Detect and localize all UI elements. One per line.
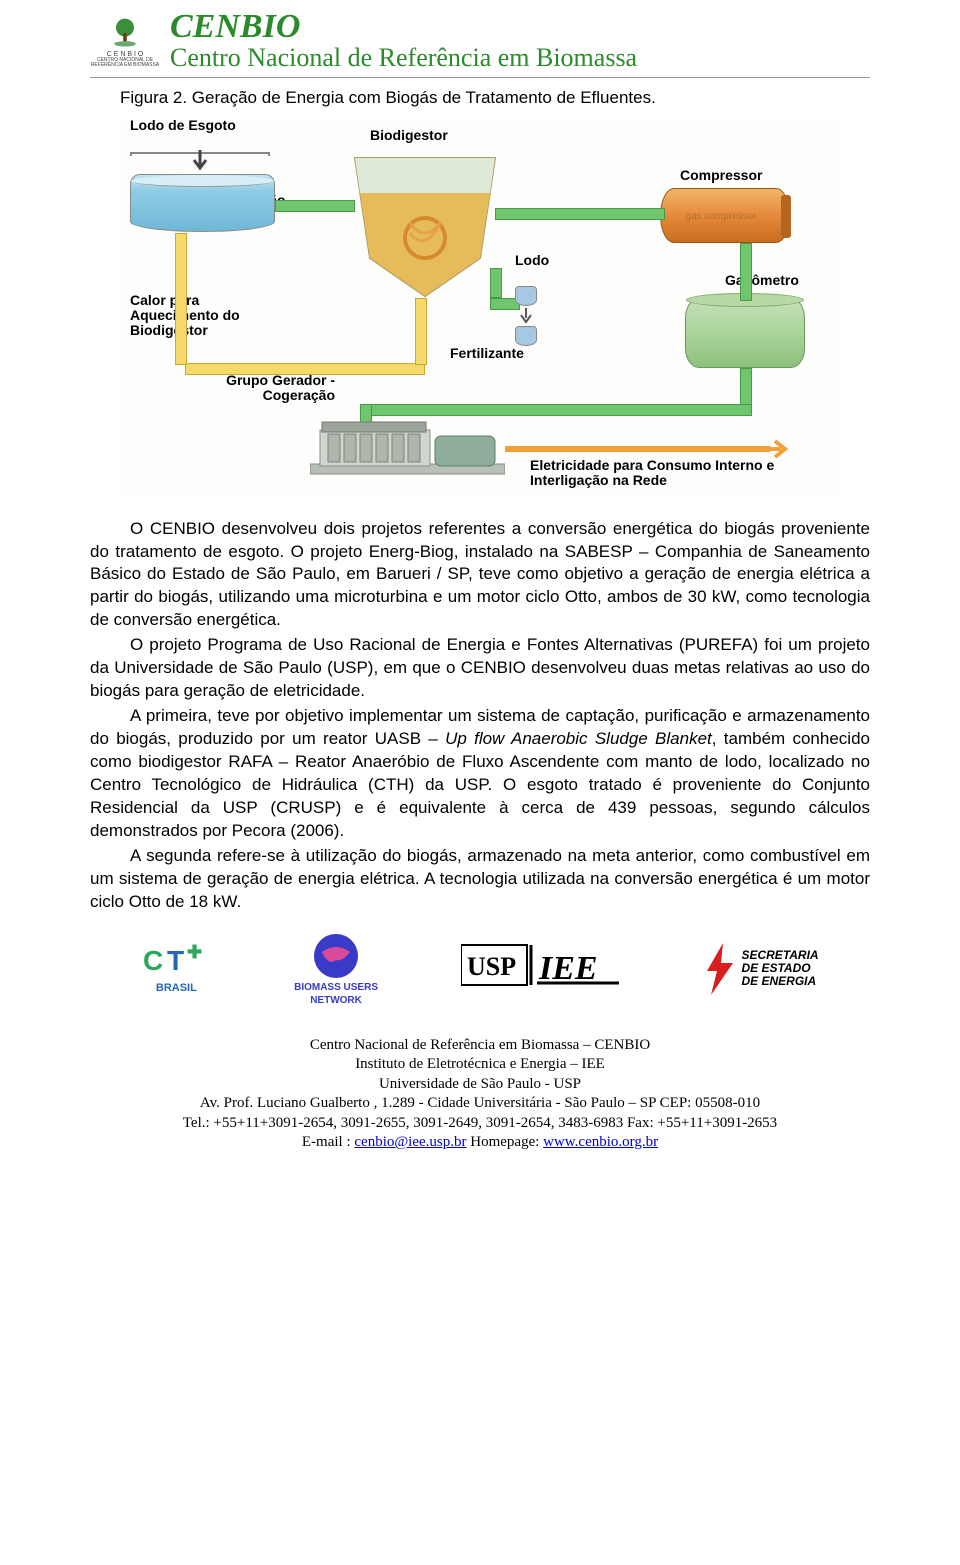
paragraph-3b: Up flow Anaerobic Sludge Blanket bbox=[445, 729, 712, 748]
sponsor-logos: C T ✚ BRASIL BIOMASS USERS NETWORK USP I… bbox=[90, 932, 870, 1006]
svg-text:IEE: IEE bbox=[538, 950, 598, 987]
logo-small: C E N B I O CENTRO NACIONAL DE REFERÊNCI… bbox=[90, 15, 160, 68]
footer-l4: Av. Prof. Luciano Gualberto , 1.289 - Ci… bbox=[90, 1094, 870, 1114]
footer-l2: Instituto de Eletrotécnica e Energia – I… bbox=[90, 1055, 870, 1075]
footer-email-link[interactable]: cenbio@iee.usp.br bbox=[354, 1134, 466, 1150]
page-header: C E N B I O CENTRO NACIONAL DE REFERÊNCI… bbox=[90, 10, 870, 78]
biodigestor-vessel bbox=[350, 148, 500, 298]
ct-icon: C T ✚ bbox=[141, 944, 211, 980]
usp-iee-icon: USP IEE bbox=[461, 943, 621, 995]
bolt-icon bbox=[703, 943, 737, 995]
paragraph-1: O CENBIO desenvolveu dois projetos refer… bbox=[90, 518, 870, 633]
footer-homepage-link[interactable]: www.cenbio.org.br bbox=[543, 1134, 658, 1150]
electricity-line bbox=[505, 446, 770, 452]
down-arrow-icon bbox=[190, 150, 210, 174]
svg-text:C: C bbox=[143, 945, 163, 976]
pipe-heat-left-up bbox=[175, 233, 187, 365]
label-lodo-esgoto: Lodo de Esgoto bbox=[130, 118, 236, 133]
pipe-heat-bottom bbox=[185, 363, 425, 375]
label-gasometro: Gasômetro bbox=[725, 273, 799, 288]
label-calor: Calor para Aquecimento do Biodigestor bbox=[130, 293, 280, 339]
pipe-gas-down bbox=[740, 368, 752, 406]
label-fertilizante: Fertilizante bbox=[450, 346, 524, 361]
footer-l1: Centro Nacional de Referência em Biomass… bbox=[90, 1036, 870, 1056]
svg-text:T: T bbox=[167, 945, 184, 976]
logo-bun: BIOMASS USERS NETWORK bbox=[294, 932, 378, 1006]
footer-l6a: E-mail : bbox=[302, 1134, 355, 1150]
gasometer-body bbox=[685, 298, 805, 368]
tank-accumulation bbox=[130, 174, 275, 232]
biogas-diagram: Lodo de Esgoto Biodigestor Tanque de Acu… bbox=[120, 118, 840, 498]
footer-l6: E-mail : cenbio@iee.usp.br Homepage: www… bbox=[90, 1133, 870, 1153]
figure-caption: Figura 2. Geração de Energia com Biogás … bbox=[120, 88, 870, 108]
pipe-lodo-down bbox=[490, 268, 502, 298]
label-grupo-gerador: Grupo Gerador - Cogeração bbox=[185, 373, 335, 404]
generator-set bbox=[310, 418, 505, 478]
logo-small-bottom: CENTRO NACIONAL DE REFERÊNCIA EM BIOMASS… bbox=[90, 58, 160, 68]
footer-l3: Universidade de São Paulo - USP bbox=[90, 1075, 870, 1095]
header-title: CENBIO bbox=[170, 10, 637, 44]
page-footer: Centro Nacional de Referência em Biomass… bbox=[90, 1036, 870, 1153]
pipe-heat-up bbox=[415, 298, 427, 365]
paragraph-3: A primeira, teve por objetivo implementa… bbox=[90, 705, 870, 843]
footer-l5: Tel.: +55+11+3091-2654, 3091-2655, 3091-… bbox=[90, 1114, 870, 1134]
footer-l6b: Homepage: bbox=[467, 1134, 544, 1150]
lodo-container-1 bbox=[515, 286, 537, 306]
ct-label: BRASIL bbox=[156, 982, 197, 994]
body-text: O CENBIO desenvolveu dois projetos refer… bbox=[90, 518, 870, 914]
paragraph-4: A segunda refere-se à utilização do biog… bbox=[90, 845, 870, 914]
header-subtitle: Centro Nacional de Referência em Biomass… bbox=[170, 44, 637, 73]
pipe-gas-left bbox=[360, 404, 752, 416]
logo-secretaria: SECRETARIA DE ESTADO DE ENERGIA bbox=[703, 943, 818, 995]
logo-usp-iee: USP IEE bbox=[461, 943, 621, 995]
down-arrow-small bbox=[518, 308, 534, 326]
lodo-container-2 bbox=[515, 326, 537, 346]
paragraph-2: O projeto Programa de Uso Racional de En… bbox=[90, 634, 870, 703]
compressor-body: gas compressor bbox=[660, 188, 790, 243]
pipe-tank-to-biodigestor bbox=[275, 200, 355, 212]
bun-label-top: BIOMASS USERS bbox=[294, 982, 378, 993]
globe-icon bbox=[312, 932, 360, 980]
label-eletricidade: Eletricidade para Consumo Interno e Inte… bbox=[530, 458, 810, 489]
sec-line3: DE ENERGIA bbox=[741, 975, 818, 988]
svg-text:USP: USP bbox=[467, 952, 516, 981]
label-lodo: Lodo bbox=[515, 253, 549, 268]
bun-label-bottom: NETWORK bbox=[310, 995, 362, 1006]
logo-ct-brasil: C T ✚ BRASIL bbox=[141, 944, 211, 994]
svg-text:✚: ✚ bbox=[187, 944, 202, 962]
tree-icon bbox=[107, 15, 143, 51]
label-biodigestor: Biodigestor bbox=[370, 128, 448, 143]
pipe-compressor-to-gasometer bbox=[740, 243, 752, 301]
pipe-biodigestor-to-compressor bbox=[495, 208, 665, 220]
sec-line1: SECRETARIA bbox=[741, 949, 818, 962]
label-compressor: Compressor bbox=[680, 168, 762, 183]
